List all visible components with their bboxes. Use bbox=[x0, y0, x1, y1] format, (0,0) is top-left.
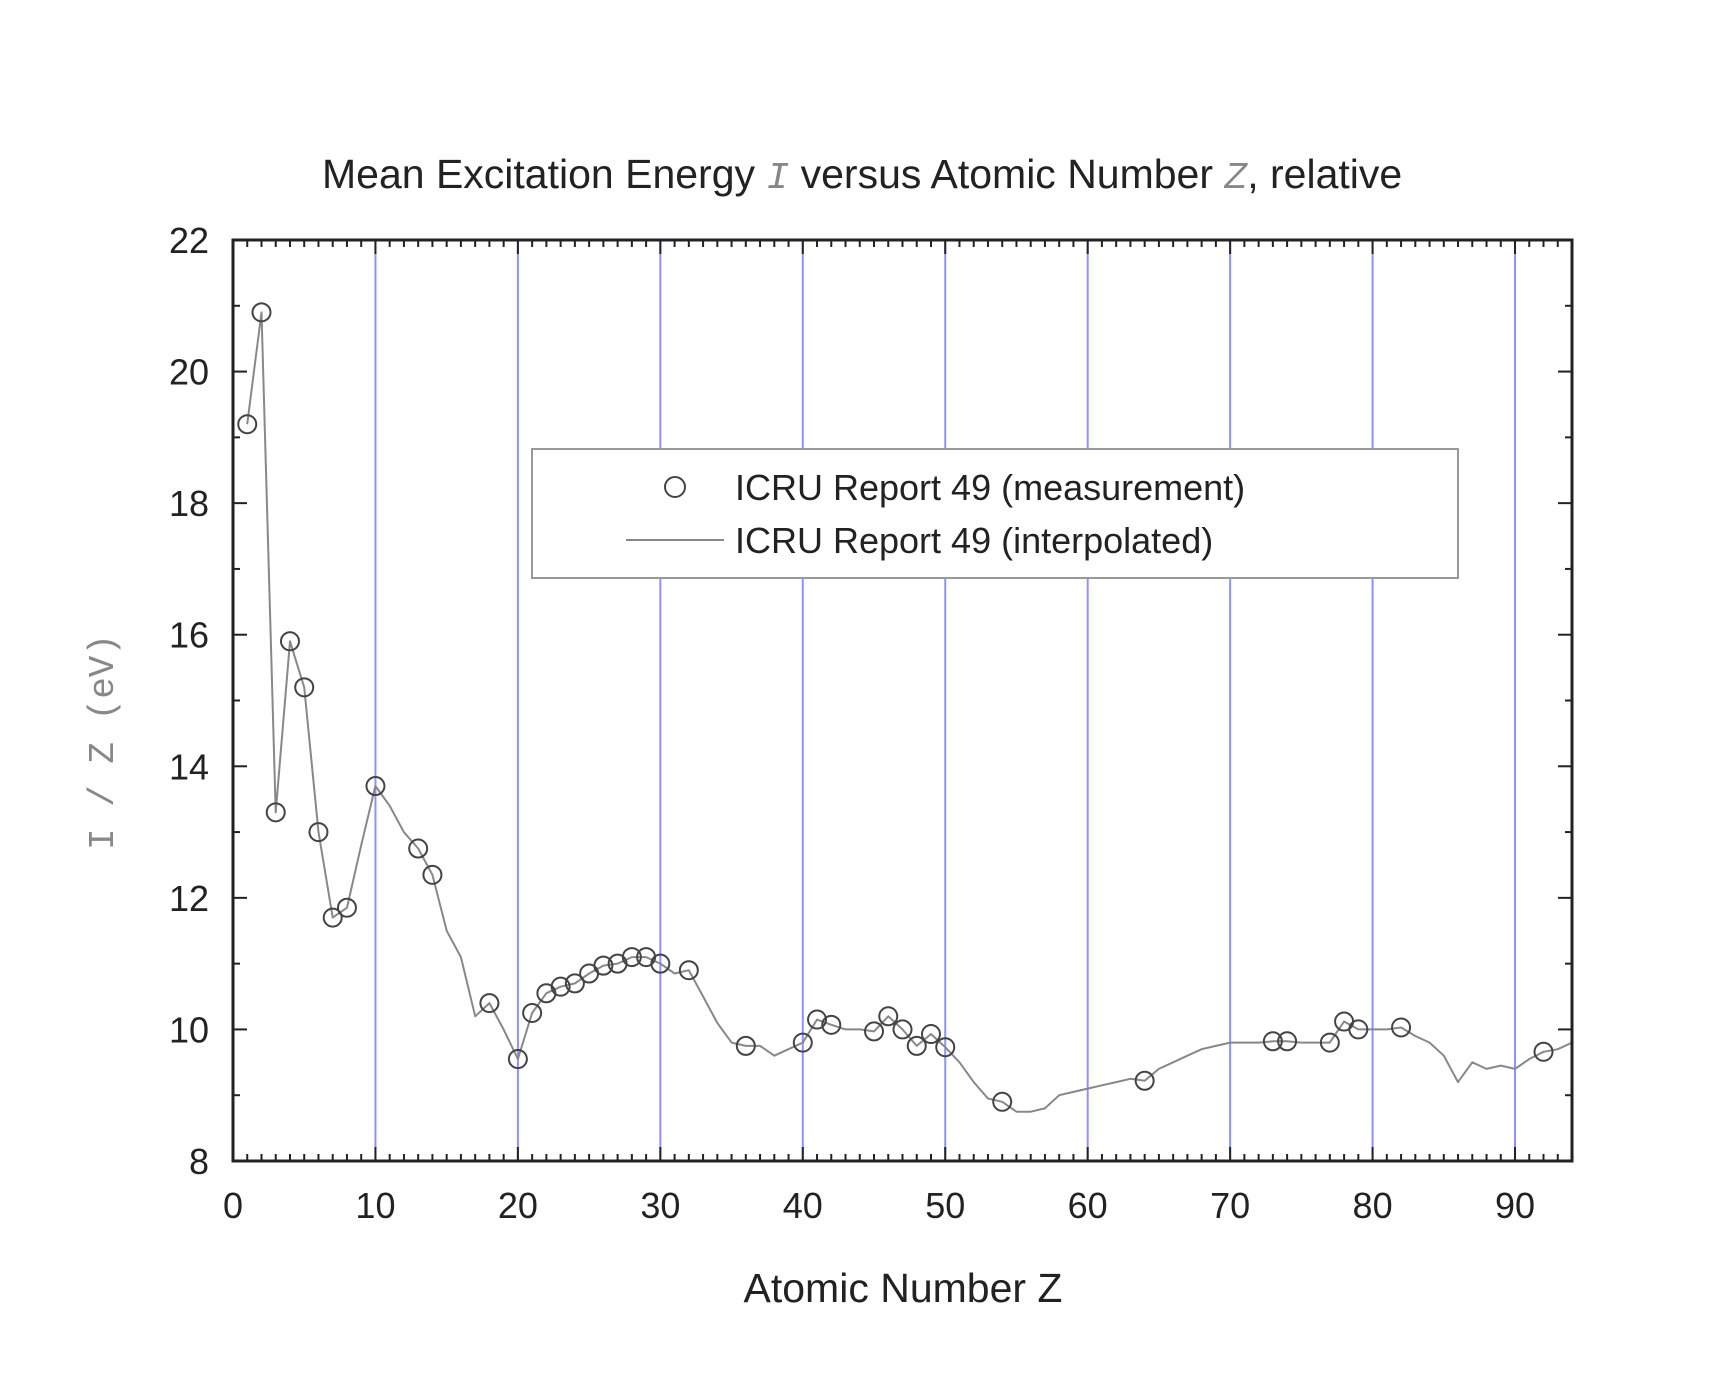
plot-frame bbox=[231, 238, 1574, 1163]
measurement-point-z18 bbox=[479, 993, 500, 1014]
measurement-point-z40 bbox=[792, 1032, 813, 1053]
measurement-point-z36 bbox=[735, 1035, 756, 1056]
y-tick-label-16: 16 bbox=[169, 615, 209, 656]
measurement-point-z26 bbox=[593, 955, 614, 976]
measurement-point-z74 bbox=[1277, 1031, 1298, 1052]
measurement-point-z23 bbox=[550, 976, 571, 997]
x-tick-label-50: 50 bbox=[925, 1185, 965, 1226]
measurement-point-z5 bbox=[294, 677, 315, 698]
measurement-point-z49 bbox=[920, 1024, 941, 1045]
x-tick-label-10: 10 bbox=[355, 1185, 395, 1226]
measurement-point-z2 bbox=[251, 302, 272, 323]
measurement-point-z7 bbox=[322, 907, 343, 928]
x-axis-label: Atomic Number Z bbox=[744, 1265, 1063, 1311]
y-tick-label-12: 12 bbox=[169, 878, 209, 919]
measurement-point-z45 bbox=[864, 1021, 885, 1042]
measurement-point-z3 bbox=[265, 802, 286, 823]
measurement-point-z73 bbox=[1262, 1031, 1283, 1052]
x-tick-label-20: 20 bbox=[498, 1185, 538, 1226]
measurement-point-z77 bbox=[1319, 1032, 1340, 1053]
measurement-point-z1 bbox=[237, 414, 258, 435]
x-tick-label-40: 40 bbox=[783, 1185, 823, 1226]
measurement-point-z4 bbox=[279, 631, 300, 652]
title-suffix: , relative bbox=[1247, 151, 1402, 197]
measurement-point-z64 bbox=[1134, 1070, 1155, 1091]
x-tick-label-60: 60 bbox=[1068, 1185, 1108, 1226]
measurement-point-z82 bbox=[1391, 1017, 1412, 1038]
measurement-point-z28 bbox=[621, 947, 642, 968]
legend-label-interpolated: ICRU Report 49 (interpolated) bbox=[735, 520, 1213, 561]
gridlines bbox=[374, 240, 1517, 1161]
measurement-point-z21 bbox=[522, 1002, 543, 1023]
title-var-i: I bbox=[766, 157, 789, 200]
measurement-point-z92 bbox=[1533, 1041, 1554, 1062]
measurement-point-z10 bbox=[365, 776, 386, 797]
x-tick-label-90: 90 bbox=[1495, 1185, 1535, 1226]
legend: ICRU Report 49 (measurement) ICRU Report… bbox=[531, 448, 1459, 579]
y-tick-label-20: 20 bbox=[169, 352, 209, 393]
x-tick-label-80: 80 bbox=[1353, 1185, 1393, 1226]
x-tick-label-70: 70 bbox=[1210, 1185, 1250, 1226]
axis-ticks bbox=[232, 239, 1573, 1162]
measurement-point-z32 bbox=[678, 960, 699, 981]
measurement-point-z30 bbox=[650, 953, 671, 974]
measurement-series bbox=[237, 302, 1554, 1112]
measurement-point-z46 bbox=[878, 1006, 899, 1027]
measurement-point-z54 bbox=[992, 1091, 1013, 1112]
chart-title: Mean Excitation Energy I versus Atomic N… bbox=[322, 151, 1402, 200]
title-var-z: Z bbox=[1223, 157, 1248, 200]
measurement-point-z41 bbox=[807, 1009, 828, 1030]
measurement-point-z79 bbox=[1348, 1019, 1369, 1040]
y-tick-label-22: 22 bbox=[169, 220, 209, 261]
measurement-point-z6 bbox=[308, 822, 329, 843]
title-prefix: Mean Excitation Energy bbox=[322, 151, 766, 197]
measurement-point-z50 bbox=[935, 1037, 956, 1058]
tick-labels: 0 10 20 30 40 50 60 70 80 90 8 10 12 14 16 18 20 22 bbox=[169, 220, 1535, 1226]
measurement-point-z8 bbox=[336, 897, 357, 918]
y-tick-label-14: 14 bbox=[169, 746, 209, 787]
legend-box bbox=[531, 448, 1459, 579]
measurement-point-z24 bbox=[564, 973, 585, 994]
legend-label-measurement: ICRU Report 49 (measurement) bbox=[735, 467, 1245, 508]
measurement-point-z42 bbox=[821, 1014, 842, 1035]
x-tick-label-30: 30 bbox=[640, 1185, 680, 1226]
legend-marker-circle bbox=[664, 476, 686, 498]
measurement-point-z47 bbox=[892, 1019, 913, 1040]
title-middle: versus Atomic Number bbox=[789, 151, 1224, 197]
y-axis-label: I / Z (eV) bbox=[83, 634, 124, 850]
x-tick-label-0: 0 bbox=[223, 1185, 243, 1226]
y-tick-label-18: 18 bbox=[169, 483, 209, 524]
measurement-point-z20 bbox=[507, 1049, 528, 1070]
y-tick-label-10: 10 bbox=[169, 1009, 209, 1050]
measurement-point-z13 bbox=[408, 838, 429, 859]
measurement-point-z48 bbox=[906, 1035, 927, 1056]
measurement-point-z14 bbox=[422, 864, 443, 885]
y-tick-label-8: 8 bbox=[189, 1141, 209, 1182]
